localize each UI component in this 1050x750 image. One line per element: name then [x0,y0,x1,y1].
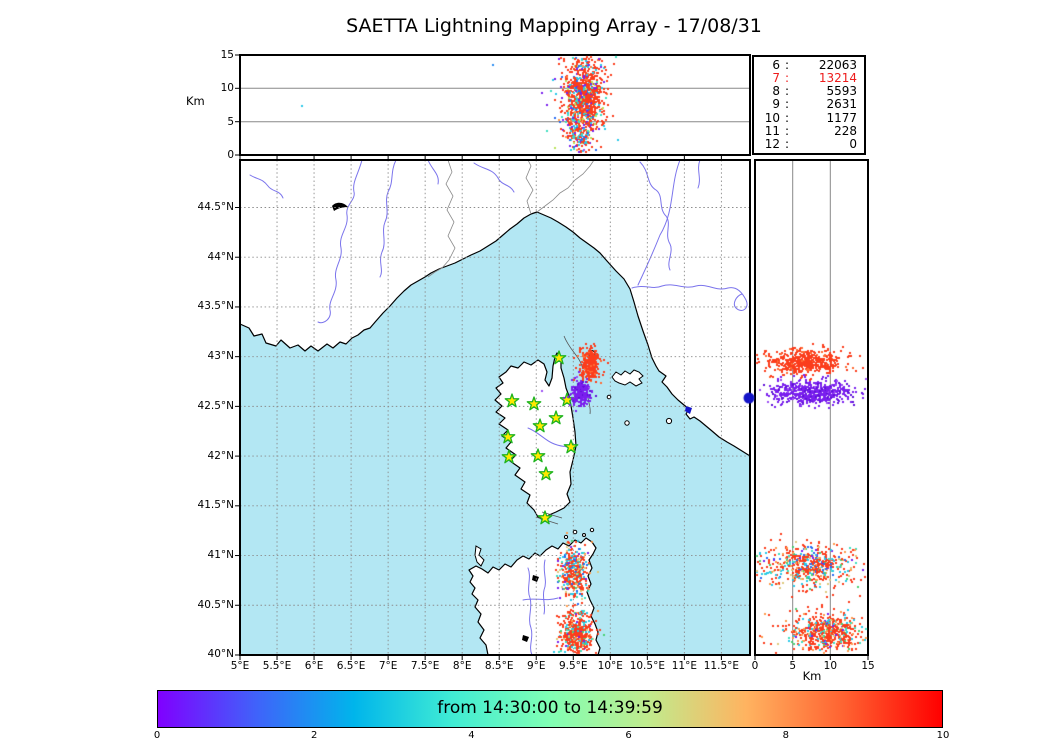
top-panel-ylabel: Km [186,94,205,108]
tick-label: 10 [823,660,838,672]
tick-label: 5.5°E [262,660,292,672]
tick-label: 11°E [671,660,697,672]
tick-label: 5 [789,660,796,672]
tick-label: 10.5°E [629,660,665,672]
tick-label: 6 [625,730,632,741]
station-count-row: 10:1177 [764,110,857,125]
tick-label: 10 [220,82,234,95]
tick-label: 7.5°E [410,660,440,672]
tick-label: 43.5°N [197,300,234,313]
station-count-row: 7:13214 [772,70,857,85]
tick-label: 42.5°N [197,399,234,412]
tick-label: 41°N [207,549,234,562]
tick-label: 5 [227,115,234,128]
tick-label: 7°E [378,660,398,672]
figure-title: SAETTA Lightning Mapping Array - 17/08/3… [346,15,762,37]
tick-label: 40.5°N [197,598,234,611]
station-count-row: 6:22063 [772,57,857,72]
station-count-row: 12:0 [764,137,857,151]
tick-label: 11.5°E [703,660,740,672]
tick-label: 9.5°E [558,660,588,672]
station-count-legend: 6:22063 7:13214 8:5593 9:2631 10:1177 11:228 1… [752,55,866,155]
tick-label: 9°E [526,660,546,672]
tick-label: 0 [153,730,161,741]
tick-label: 15 [861,660,875,672]
tick-label: 44.5°N [197,201,234,213]
tick-label: 4 [468,730,475,741]
tick-label: 40°N [207,648,234,661]
tick-label: 42°N [207,449,234,462]
time-colorbar: from 14:30:00 to 14:39:59 [157,690,943,728]
colorbar-label: from 14:30:00 to 14:39:59 [437,698,663,718]
tick-label: 2 [311,730,318,741]
tick-label: 8°E [452,660,472,672]
tick-label: 6.5°E [336,660,366,672]
right-panel-xlabel: Km [802,669,822,683]
tick-label: 8 [782,730,789,741]
tick-label: 10°E [597,660,623,672]
tick-label: 5°E [230,660,250,672]
tick-label: 10 [936,730,950,741]
tick-label: 44°N [207,250,234,263]
tick-label: 43°N [207,350,234,363]
tick-label: 0 [227,148,234,161]
station-count-row: 11:228 [764,123,857,138]
tick-label: 41.5°N [197,499,234,512]
tick-label: 8.5°E [484,660,514,672]
station-count-row: 9:2631 [772,97,857,112]
tick-label: 15 [220,49,234,61]
tick-label: 0 [751,660,759,672]
station-count-row: 8:5593 [772,84,857,99]
tick-label: 6°E [304,660,324,672]
